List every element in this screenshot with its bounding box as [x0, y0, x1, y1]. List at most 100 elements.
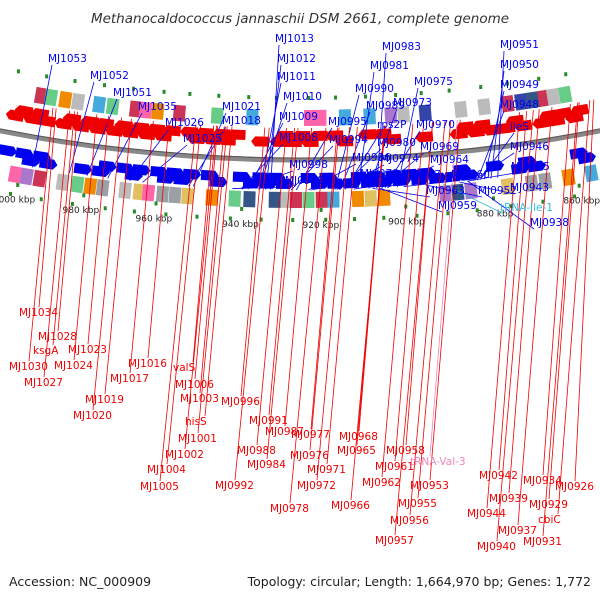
- gene-label-mj0996[interactable]: MJ0996: [221, 396, 260, 408]
- gene-label-mj0934[interactable]: MJ0934: [523, 475, 562, 487]
- gene-label-mj0976[interactable]: MJ0976: [290, 450, 329, 462]
- gene-label-mj1024[interactable]: MJ1024: [54, 360, 93, 372]
- gene-label-hiss[interactable]: hisS: [185, 416, 207, 428]
- gene-label-mj0971[interactable]: MJ0971: [307, 464, 346, 476]
- gene-label-mj0986[interactable]: MJ0986: [352, 152, 391, 164]
- gene-label-mj1006[interactable]: MJ1006: [175, 379, 214, 391]
- gene-label-mj1017[interactable]: MJ1017: [110, 373, 149, 385]
- gene-label-mj0984[interactable]: MJ0984: [247, 459, 286, 471]
- gene-label-mj1053[interactable]: MJ1053: [48, 53, 87, 65]
- gene-label-mj1013[interactable]: MJ1013: [275, 33, 314, 45]
- gene-label-rps2p[interactable]: rps2P: [377, 119, 406, 131]
- gene-label-mj1018[interactable]: MJ1018: [222, 115, 261, 127]
- gene-label-mj0967[interactable]: MJ0967: [402, 169, 441, 181]
- gene-label-mj0966[interactable]: MJ0966: [331, 500, 370, 512]
- gene-label-mj0929[interactable]: MJ0929: [529, 499, 568, 511]
- gene-label-vals[interactable]: valS: [173, 362, 196, 374]
- gene-label-mj0962[interactable]: MJ0962: [362, 477, 401, 489]
- gene-label-mj1012[interactable]: MJ1012: [277, 53, 316, 65]
- gene-label-mj0938[interactable]: MJ0938: [530, 217, 569, 229]
- gene-label-mj1052[interactable]: MJ1052: [90, 70, 129, 82]
- gene-label-mj1003[interactable]: MJ1003: [180, 393, 219, 405]
- gene-label-mj0999[interactable]: MJ0999: [285, 175, 324, 187]
- gene-label-mj0953[interactable]: MJ0953: [410, 480, 449, 492]
- gene-label-mj0959[interactable]: MJ0959: [438, 200, 477, 212]
- gene-label-mj0995[interactable]: MJ0995: [328, 116, 367, 128]
- gene-label-mj0948[interactable]: MJ0948: [500, 99, 539, 111]
- gene-label-mj0943[interactable]: MJ0943: [510, 182, 549, 194]
- gene-label-mj1021[interactable]: MJ1021: [222, 101, 261, 113]
- gene-label-mj0969[interactable]: MJ0969: [420, 141, 459, 153]
- gene-label-mj0957[interactable]: MJ0957: [375, 535, 414, 547]
- gene-label-mj1011[interactable]: MJ1011: [277, 71, 316, 83]
- gene-label-mj0944[interactable]: MJ0944: [467, 508, 506, 520]
- gene-label-mj1027[interactable]: MJ1027: [24, 377, 63, 389]
- gene-label-ksga[interactable]: ksgA: [33, 345, 59, 357]
- gene-label-mj0951[interactable]: MJ0951: [500, 39, 539, 51]
- gene-label-mj0979[interactable]: MJ0979: [360, 168, 399, 180]
- gene-label-mj0946[interactable]: MJ0946: [510, 141, 549, 153]
- gene-label-mj0949[interactable]: MJ0949: [500, 79, 539, 91]
- gene-label-mj1008[interactable]: MJ1008: [279, 132, 318, 144]
- gene-label-mj0942[interactable]: MJ0942: [479, 470, 518, 482]
- gene-label-mj0978[interactable]: MJ0978: [270, 503, 309, 515]
- gene-label-mj1005[interactable]: MJ1005: [140, 481, 179, 493]
- gene-label-mj0998[interactable]: MJ0998: [289, 159, 328, 171]
- gene-label-mj0992[interactable]: MJ0992: [215, 480, 254, 492]
- gene-label-mj1019[interactable]: MJ1019: [85, 394, 124, 406]
- gene-label-mj0940[interactable]: MJ0940: [477, 541, 516, 553]
- gene-label-mj0975[interactable]: MJ0975: [414, 76, 453, 88]
- gene-label-mj0926[interactable]: MJ0926: [555, 481, 594, 493]
- gene-label-mj0961[interactable]: MJ0961: [375, 461, 414, 473]
- gene-label-mj0945[interactable]: MJ0945: [511, 161, 550, 173]
- gc-marker: [73, 79, 77, 84]
- gene-label-mj0968[interactable]: MJ0968: [339, 431, 378, 443]
- gene-label-mj0931[interactable]: MJ0931: [523, 536, 562, 548]
- map-title: Methanocaldococcus jannaschii DSM 2661, …: [91, 11, 509, 27]
- gene-label-mj1030[interactable]: MJ1030: [9, 361, 48, 373]
- gene-label-mj1002[interactable]: MJ1002: [165, 449, 204, 461]
- gene-label-mj0974[interactable]: MJ0974: [380, 153, 419, 165]
- gene-label-mj1026[interactable]: MJ1026: [165, 117, 204, 129]
- gene-label-mj1004[interactable]: MJ1004: [147, 464, 186, 476]
- gene-label-iles[interactable]: ileS: [510, 121, 529, 133]
- gene-label-mj0937[interactable]: MJ0937: [498, 525, 537, 537]
- gene-label-mj1001[interactable]: MJ1001: [178, 433, 217, 445]
- gene-label-mj0981[interactable]: MJ0981: [370, 60, 409, 72]
- gene-label-mj0939[interactable]: MJ0939: [489, 493, 528, 505]
- gene-label-mj0991[interactable]: MJ0991: [249, 415, 288, 427]
- gene-label-mj0994[interactable]: MJ0994: [329, 134, 368, 146]
- gene-label-mj0977[interactable]: MJ0977: [291, 429, 330, 441]
- gene-label-mj1009[interactable]: MJ1009: [279, 111, 318, 123]
- gene-label-mj0964[interactable]: MJ0964: [430, 154, 469, 166]
- gene-label-mj0956[interactable]: MJ0956: [390, 515, 429, 527]
- gene-label-mj0973[interactable]: MJ0973: [393, 97, 432, 109]
- gene-label-mj0972[interactable]: MJ0972: [297, 480, 336, 492]
- gene-label-mj0988[interactable]: MJ0988: [237, 445, 276, 457]
- gene-label-mj1023[interactable]: MJ1023: [68, 344, 107, 356]
- gene-label-mj0958[interactable]: MJ0958: [386, 445, 425, 457]
- gene-label-mj1016[interactable]: MJ1016: [128, 358, 167, 370]
- gene-label-mj0955[interactable]: MJ0955: [398, 498, 437, 510]
- gene-label-mj1028[interactable]: MJ1028: [38, 331, 77, 343]
- gene-label-mj1025[interactable]: MJ1025: [183, 133, 222, 145]
- gene-label-cbic[interactable]: cbiC: [538, 514, 561, 526]
- gene-label-mj1020[interactable]: MJ1020: [73, 410, 112, 422]
- gene-label-mj0970[interactable]: MJ0970: [416, 119, 455, 131]
- gene-label-mj1051[interactable]: MJ1051: [113, 87, 152, 99]
- gene-label-mj0983[interactable]: MJ0983: [382, 41, 421, 53]
- gene-label-mj0960[interactable]: MJ0960: [451, 169, 490, 181]
- gene-label-mj0950[interactable]: MJ0950: [500, 59, 539, 71]
- gene-label-mj1035[interactable]: MJ1035: [138, 101, 177, 113]
- gene-label-mj0965[interactable]: MJ0965: [337, 445, 376, 457]
- gene-label-trna-ile-1[interactable]: tRNA-Ile-1: [500, 202, 553, 214]
- gene-label-mj1034[interactable]: MJ1034: [19, 307, 58, 319]
- gene-label-trna-val-3[interactable]: tRNA-Val-3: [410, 456, 466, 468]
- gene-label-mj0990[interactable]: MJ0990: [355, 83, 394, 95]
- gene-label-mj1010[interactable]: MJ1010: [283, 91, 322, 103]
- gene-label-mj0963[interactable]: MJ0963: [426, 185, 465, 197]
- gene-label-mj0952[interactable]: MJ0952: [478, 185, 517, 197]
- gene-label-mj0980[interactable]: MJ0980: [377, 137, 416, 149]
- gene-label-mj0989[interactable]: MJ0989: [366, 100, 405, 112]
- gene-label-mj0987[interactable]: MJ0987: [265, 426, 304, 438]
